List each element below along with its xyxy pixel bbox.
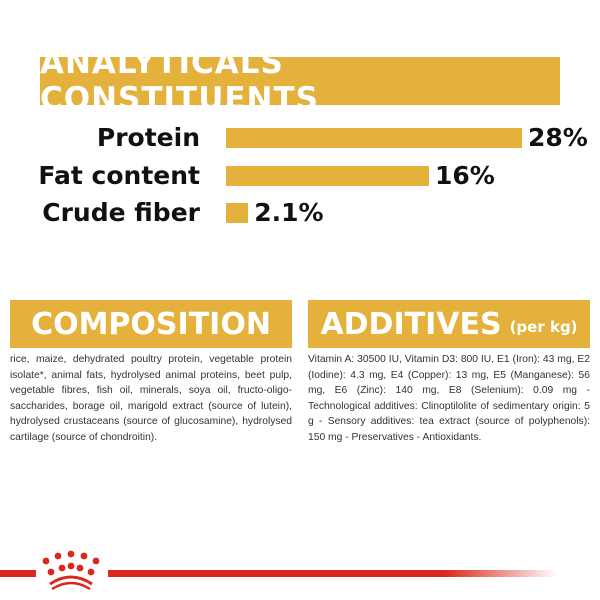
chart-title: ANALYTICALS CONSTITUENTS <box>40 45 560 117</box>
bar-crude-fiber <box>226 203 249 223</box>
brand-line-left <box>0 570 36 577</box>
royal-canin-crown-logo <box>42 550 100 591</box>
category-label: Protein <box>96 123 200 152</box>
brand-line-right <box>108 570 558 577</box>
composition-title: COMPOSITION <box>10 300 292 348</box>
bar-protein <box>226 128 522 148</box>
composition-text: rice, maize, dehydrated poultry protein,… <box>10 354 292 443</box>
bar-fat-content <box>226 166 429 186</box>
category-label: Fat content <box>38 161 200 190</box>
value-label: 28% <box>528 123 588 152</box>
additives-subtitle: (per kg) <box>509 318 578 336</box>
value-label: 16% <box>434 161 495 190</box>
additives-text: Vitamin A: 30500 IU, Vitamin D3: 800 IU,… <box>308 354 590 443</box>
additives-title-banner: ADDITIVES (per kg) <box>308 300 590 348</box>
additives-title: ADDITIVES <box>320 306 502 342</box>
value-label: 2.1% <box>254 198 324 227</box>
category-label: Crude fiber <box>42 198 200 227</box>
